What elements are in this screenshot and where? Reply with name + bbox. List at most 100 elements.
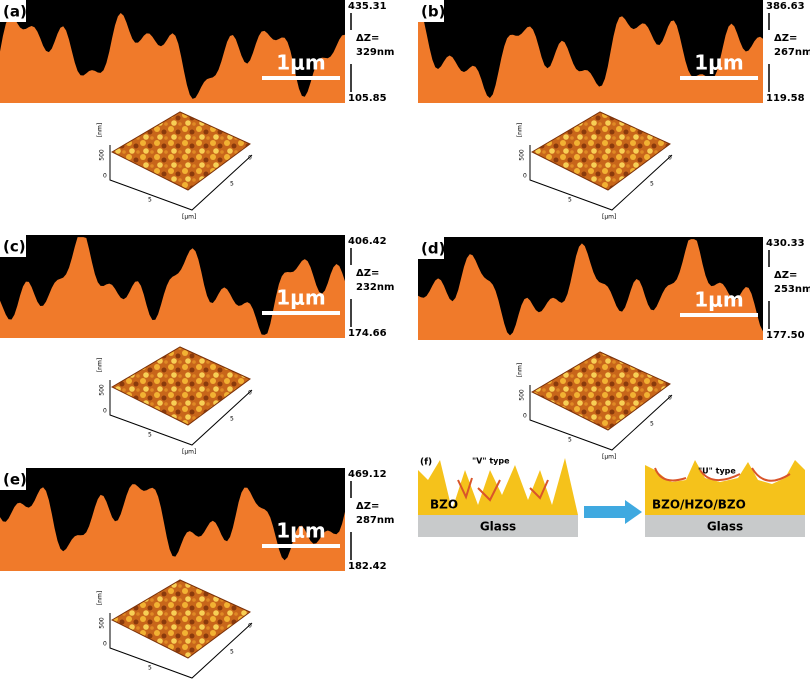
afm-axes [529, 385, 673, 451]
arrow [584, 500, 642, 524]
scale-bar-label: 1μm [276, 519, 325, 543]
u-profile [654, 467, 791, 482]
panel-label: (f) [420, 458, 432, 468]
dz-label: ΔZ= [356, 501, 379, 512]
x-tick: 5 [568, 197, 572, 204]
z-zero: 0 [103, 641, 107, 648]
afm-surface [110, 346, 251, 426]
v-profile [457, 477, 549, 502]
z-unit: [nm] [517, 363, 524, 377]
xy-unit: [μm] [182, 214, 196, 221]
z-zero: 0 [103, 408, 107, 415]
trilayer-film [645, 460, 805, 515]
film-label: BZO/HZO/BZO [652, 498, 746, 512]
y-tick: 5 [230, 649, 234, 656]
dz-value: 329nm [356, 47, 394, 58]
x-tick: 5 [148, 665, 152, 672]
z-max: 435.31 [348, 1, 387, 12]
z-zero: 0 [103, 173, 107, 180]
z-tick: 500 [519, 389, 526, 401]
panel-label: (e) [3, 471, 27, 489]
glass-substrate [418, 515, 578, 537]
substrate-label: Glass [480, 520, 516, 534]
height-profile [0, 484, 345, 571]
z-zero: 0 [523, 413, 527, 420]
z-max: 386.63 [766, 1, 805, 12]
afm-surface [530, 351, 671, 431]
panel: (e)1μm469.12ΔZ=287nm182.42[nm]50005[μm]5… [0, 468, 394, 684]
dz-label: ΔZ= [356, 33, 379, 44]
scale-bar-label: 1μm [694, 51, 743, 75]
panel: (d) 1μm 430.33 ΔZ= 253nm 177.50 [nm] 500 0 5 [μm] 5… [418, 237, 810, 461]
dz-label: ΔZ= [774, 33, 797, 44]
z-tick: 500 [99, 149, 106, 161]
z-min: 105.85 [348, 93, 387, 104]
glass-substrate [645, 515, 805, 537]
height-profile [418, 239, 763, 340]
z-tick: 500 [519, 149, 526, 161]
y-zero: 0 [668, 395, 672, 402]
film-label: BZO [430, 498, 458, 512]
z-max: 430.33 [766, 238, 805, 249]
z-tick: 500 [99, 617, 106, 629]
scale-bar-label: 1μm [694, 288, 743, 312]
panel-label: (c) [3, 238, 26, 256]
label-box [0, 0, 26, 22]
z-min: 177.50 [766, 330, 805, 341]
scale-bar-label: 1μm [276, 51, 325, 75]
height-profile [0, 237, 345, 338]
y-zero: 0 [668, 155, 672, 162]
label-box [418, 0, 444, 22]
panel: (b) 1μm 386.63 ΔZ= 267nm 119.58 [nm] 500 0 5 [μm] 5… [418, 0, 810, 221]
dz-value: 287nm [356, 515, 394, 526]
afm-axes [109, 613, 253, 679]
afm-surface [110, 111, 251, 191]
xy-unit: [μm] [602, 454, 616, 461]
z-min: 182.42 [348, 561, 387, 572]
afm-axes [109, 145, 253, 211]
panel-label: (d) [421, 240, 445, 258]
y-zero: 0 [248, 623, 252, 630]
z-unit: [nm] [517, 123, 524, 137]
x-tick: 5 [568, 437, 572, 444]
y-zero: 0 [248, 155, 252, 162]
z-max: 469.12 [348, 469, 387, 480]
dz-value: 232nm [356, 282, 394, 293]
z-zero: 0 [523, 173, 527, 180]
y-tick: 5 [230, 416, 234, 423]
panel-label: (a) [3, 3, 27, 21]
afm-axes [109, 380, 253, 446]
y-tick: 5 [650, 181, 654, 188]
panel: (a) 1μm 435.31 ΔZ= 329nm 105.85 [nm] 500 0 5 [μm] 5… [0, 0, 394, 221]
z-unit: [nm] [97, 591, 104, 605]
z-min: 119.58 [766, 93, 805, 104]
substrate-label: Glass [707, 520, 743, 534]
label-box [0, 468, 26, 490]
panel-label: (b) [421, 3, 445, 21]
y-tick: 5 [650, 421, 654, 428]
dz-value: 267nm [774, 47, 810, 58]
panel: (c) 1μm 406.42 ΔZ= 232nm 174.66 [nm] 500 0 5 [μm] 5… [0, 235, 394, 456]
dz-label: ΔZ= [356, 268, 379, 279]
label-box [418, 237, 444, 259]
y-tick: 5 [230, 181, 234, 188]
x-tick: 5 [148, 197, 152, 204]
height-profile [0, 13, 345, 103]
z-unit: [nm] [97, 123, 104, 137]
z-max: 406.42 [348, 236, 387, 247]
xy-unit: [μm] [182, 449, 196, 456]
xy-unit: [μm] [602, 214, 616, 221]
afm-surface [110, 579, 251, 659]
afm-axes [529, 145, 673, 211]
x-tick: 5 [148, 432, 152, 439]
z-tick: 500 [99, 384, 106, 396]
annotation: "U" type [698, 467, 736, 476]
y-zero: 0 [248, 390, 252, 397]
z-min: 174.66 [348, 328, 387, 339]
annotation: "V" type [472, 457, 510, 466]
afm-surface [530, 111, 671, 191]
height-profile [418, 7, 763, 104]
schematic: (f) "V" type BZO Glass "U" type BZO/HZO/… [418, 457, 805, 537]
scale-bar-label: 1μm [276, 286, 325, 310]
